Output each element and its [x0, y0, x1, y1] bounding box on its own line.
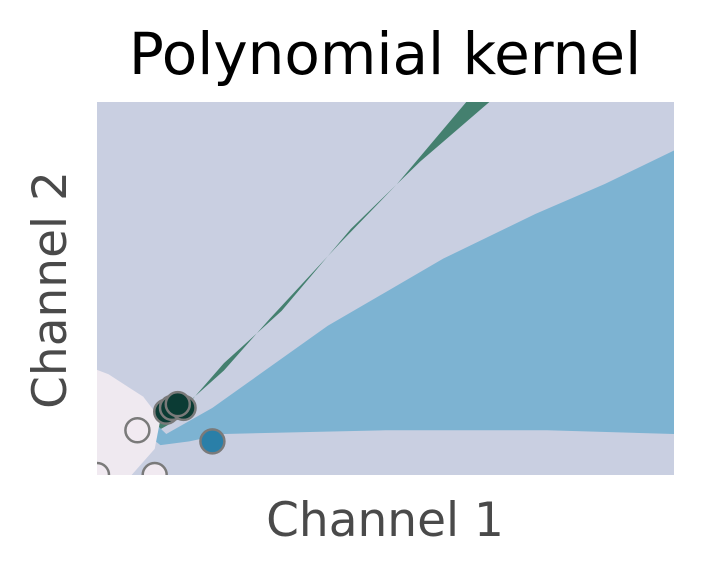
series-2-point-2 — [141, 461, 168, 475]
y-axis-label: Channel 2 — [23, 171, 78, 409]
region-blue — [97, 150, 674, 446]
points-layer — [97, 390, 226, 475]
series-0-point-3 — [164, 390, 192, 418]
series-2-point-0 — [124, 416, 151, 444]
series-1-point-0 — [199, 428, 226, 455]
chart-title: Polynomial kernel — [129, 20, 641, 88]
series-2-point-1 — [97, 461, 111, 475]
x-axis-label: Channel 1 — [266, 493, 504, 548]
